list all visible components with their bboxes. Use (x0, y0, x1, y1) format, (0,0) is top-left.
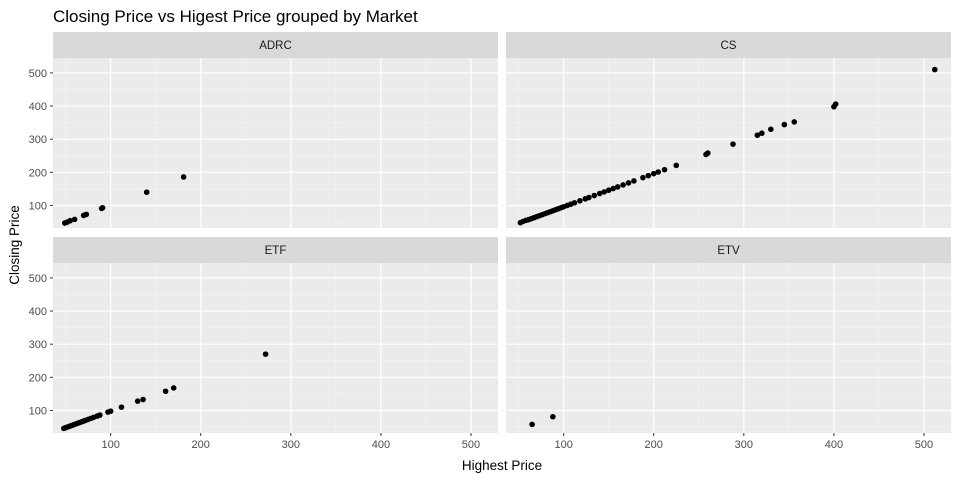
facet-adrc: ADRC 100 200 300 400 500 (29, 32, 498, 228)
data-point (586, 194, 592, 201)
y-tick-label: 500 (29, 68, 47, 80)
data-point (550, 413, 556, 420)
data-point (83, 211, 90, 218)
data-point (620, 182, 626, 188)
data-point (645, 172, 652, 179)
data-point (140, 396, 146, 403)
x-tick-label: 300 (735, 439, 753, 451)
data-point (134, 398, 141, 404)
data-point (67, 217, 73, 224)
x-tick-label: 400 (372, 439, 390, 451)
data-point (170, 385, 177, 391)
data-point (661, 166, 668, 173)
data-point (107, 408, 114, 414)
y-tick-label: 100 (29, 405, 47, 417)
facet-strip-label: CS (721, 40, 737, 52)
facet-strip (506, 237, 951, 263)
data-point (650, 170, 657, 177)
data-point (605, 187, 612, 194)
y-tick-label: 500 (29, 273, 47, 285)
x-tick-label: 300 (282, 439, 300, 451)
data-point (591, 192, 598, 199)
data-point (614, 184, 621, 190)
data-point (99, 204, 106, 211)
x-tick-label: 400 (825, 439, 843, 451)
facet-strip-label: ETF (265, 245, 287, 257)
data-point (754, 132, 761, 139)
x-tick-label: 500 (915, 439, 933, 451)
data-point (596, 190, 603, 197)
x-axis-title: Highest Price (462, 458, 542, 473)
y-tick-label: 200 (29, 372, 47, 384)
x-tick-label: 200 (192, 439, 210, 451)
facet-strip (506, 32, 951, 58)
data-point (529, 421, 535, 428)
facet-strip-label: ADRC (259, 40, 292, 52)
data-point (118, 404, 125, 410)
panel-background (506, 263, 951, 433)
facet-panels: ADRC 100 200 300 400 500 CS ETF 100 200 300 400 500 1… (29, 32, 951, 451)
data-point (791, 119, 798, 125)
data-point (759, 130, 765, 137)
data-point (781, 121, 788, 128)
data-point (625, 180, 632, 186)
data-point (610, 185, 616, 192)
data-point (673, 162, 680, 169)
data-point (71, 216, 78, 223)
data-point (262, 351, 269, 357)
facet-cs: CS (506, 32, 951, 228)
facet-strip-label: ETV (717, 245, 740, 257)
data-point (832, 101, 839, 107)
facet-strip (53, 237, 498, 263)
y-tick-label: 400 (29, 306, 47, 318)
y-tick-label: 300 (29, 339, 47, 351)
y-tick-label: 400 (29, 101, 47, 113)
data-point (143, 189, 150, 196)
y-tick-label: 200 (29, 167, 47, 179)
facet-etv: ETV 100 200 300 400 500 (506, 237, 951, 451)
data-point (180, 174, 187, 180)
data-point (162, 388, 169, 395)
facet-etf: ETF 100 200 300 400 500 100 200 300 400 500 (29, 237, 498, 451)
data-point (631, 178, 637, 184)
data-point (704, 150, 711, 156)
data-point (97, 412, 103, 418)
chart-title: Closing Price vs Higest Price grouped by… (53, 7, 418, 26)
data-point (640, 174, 646, 181)
data-point (655, 169, 662, 175)
data-point (730, 141, 736, 147)
data-point (601, 189, 607, 195)
panel-background (53, 263, 498, 433)
data-point (571, 200, 578, 206)
x-tick-label: 100 (101, 439, 119, 451)
data-point (931, 66, 938, 73)
x-tick-label: 100 (554, 439, 572, 451)
y-tick-label: 100 (29, 200, 47, 212)
data-point (577, 198, 583, 204)
data-point (768, 126, 774, 133)
panel-background (53, 58, 498, 228)
y-axis-title: Closing Price (7, 205, 22, 285)
x-tick-label: 200 (645, 439, 663, 451)
facet-strip (53, 32, 498, 58)
x-tick-label: 500 (462, 439, 480, 451)
y-tick-label: 300 (29, 134, 47, 146)
